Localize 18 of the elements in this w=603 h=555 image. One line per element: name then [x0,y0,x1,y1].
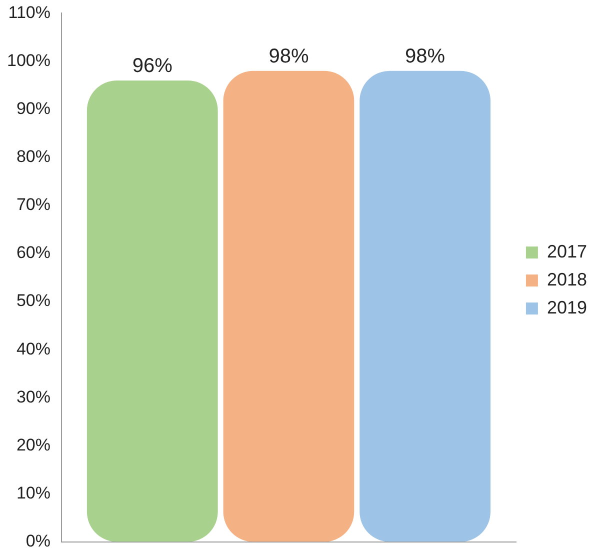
y-tick-label: 90% [16,98,50,118]
y-tick-label: 30% [16,387,50,406]
legend-label: 2018 [546,269,588,290]
y-tick-label: 60% [16,243,50,262]
legend-label: 2019 [546,297,588,318]
y-tick-label: 100% [6,50,50,70]
y-tick-label: 50% [16,291,50,310]
y-tick-label: 40% [16,339,50,358]
y-tick-label: 110% [8,2,50,22]
y-tick-label: 80% [16,147,50,166]
data-label: 98% [268,45,309,68]
y-tick-label: 10% [16,483,50,502]
data-label: 96% [132,54,173,77]
data-label: 98% [405,45,446,68]
y-tick-label: 20% [16,435,50,454]
legend-label: 2017 [546,241,588,262]
y-tick-label: 0% [26,531,50,550]
y-tick-label: 70% [16,195,50,214]
